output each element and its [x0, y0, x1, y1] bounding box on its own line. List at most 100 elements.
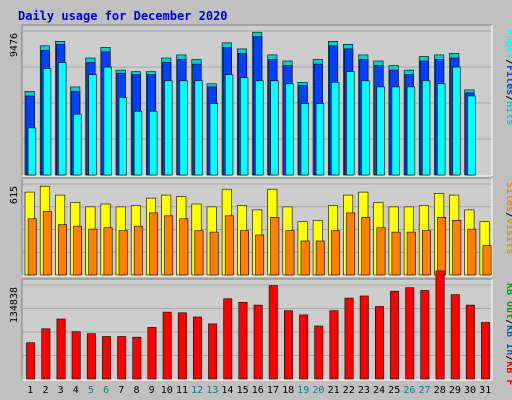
x-tick-label: 24 — [373, 385, 385, 396]
bar-sites — [209, 231, 219, 276]
bar-sites — [224, 215, 234, 276]
bar-kbf — [238, 301, 248, 380]
x-tick-label: 12 — [191, 385, 203, 396]
bar-kbf — [56, 318, 66, 380]
x-tick-label: 10 — [161, 385, 173, 396]
x-tick-label: 11 — [176, 385, 188, 396]
bar-pages — [42, 68, 52, 176]
bar-sites — [285, 230, 295, 276]
panel-legend: KB Out/KB In/KB F — [504, 283, 512, 385]
x-tick-label: 3 — [58, 385, 64, 396]
bar-pages — [73, 113, 82, 176]
legend-entry: Visits — [504, 218, 512, 254]
bar-kbf — [162, 311, 172, 380]
bar-kbf — [374, 306, 384, 380]
bar-pages — [179, 80, 188, 176]
x-tick-label: 16 — [252, 385, 264, 396]
x-tick-label: 26 — [403, 385, 415, 396]
bar-pages — [300, 103, 309, 176]
bar-kbf — [481, 322, 490, 380]
bar-pages — [118, 97, 127, 176]
bar-sites — [452, 220, 462, 276]
bar-pages — [452, 66, 461, 176]
bar-kbf — [420, 290, 430, 380]
bar-kbf — [435, 270, 445, 380]
y-max-label: 134838 — [9, 287, 20, 323]
x-tick-label: 18 — [282, 385, 294, 396]
panel-1: 9476 Pages/Files/Hits — [9, 24, 512, 177]
bar-kbf — [314, 325, 324, 380]
bar-sites — [406, 231, 416, 276]
x-tick-label: 5 — [88, 385, 94, 396]
bar-pages — [194, 80, 203, 176]
bar-sites — [103, 227, 113, 276]
bar-kbf — [344, 297, 354, 380]
bar-pages — [437, 83, 446, 176]
bar-sites — [437, 217, 446, 276]
bar-sites — [42, 211, 52, 276]
x-tick-label: 7 — [118, 385, 124, 396]
bar-pages — [346, 71, 355, 176]
legend-entry: Pages — [504, 29, 512, 59]
bar-kbf — [465, 304, 475, 380]
bar-kbf — [405, 287, 415, 380]
bar-kbf — [450, 294, 460, 380]
panel-legend: Sites/Visits — [504, 182, 512, 254]
bar-kbf — [359, 295, 369, 380]
x-tick-label: 2 — [42, 385, 48, 396]
bar-sites — [88, 228, 98, 276]
bar-sites — [194, 230, 204, 276]
bar-pages — [391, 86, 400, 176]
bar-kbf — [268, 285, 278, 380]
bar-pages — [406, 86, 416, 176]
bar-pages — [58, 62, 67, 176]
x-tick-label: 15 — [237, 385, 249, 396]
x-tick-label: 1 — [27, 385, 33, 396]
bar-pages — [285, 83, 294, 176]
bar-sites — [58, 224, 68, 276]
bar-kbf — [253, 304, 263, 380]
x-tick-label: 8 — [133, 385, 139, 396]
bar-pages — [467, 95, 476, 176]
bar-sites — [421, 230, 431, 276]
bar-kbf — [283, 310, 293, 380]
bar-pages — [27, 127, 37, 176]
bar-sites — [240, 230, 249, 276]
x-tick-label: 25 — [388, 385, 400, 396]
bar-kbf — [390, 290, 399, 380]
bar-sites — [330, 230, 340, 276]
panel-legend: Pages/Files/Hits — [504, 29, 512, 125]
bar-pages — [240, 77, 249, 176]
bar-sites — [467, 228, 477, 276]
legend-entry: KB Out — [504, 283, 512, 319]
bar-kbf — [102, 336, 112, 380]
legend-entry: / — [504, 59, 512, 65]
bar-sites — [361, 217, 371, 276]
y-max-label: 9476 — [9, 33, 20, 57]
x-axis: 1 2 3 4 5 6 7 8 9 10 11 12 13 14 15 16 17 18 19 20 21 22 23 24 2… — [27, 385, 491, 396]
bar-pages — [361, 80, 370, 176]
legend-entry: Sites — [504, 182, 512, 212]
bar-pages — [315, 103, 325, 176]
legend-entry: / — [504, 355, 512, 361]
x-tick-label: 20 — [312, 385, 324, 396]
bar-kbf — [26, 342, 36, 380]
x-tick-label: 14 — [221, 385, 233, 396]
bar-pages — [88, 74, 97, 176]
legend-entry: KB In — [504, 325, 512, 355]
bar-kbf — [132, 336, 142, 380]
bar-pages — [209, 103, 218, 176]
x-tick-label: 29 — [449, 385, 461, 396]
bar-sites — [164, 215, 174, 276]
bar-kbf — [299, 314, 309, 380]
x-tick-label: 22 — [343, 385, 355, 396]
bar-pages — [421, 80, 431, 176]
legend-entry: / — [504, 212, 512, 218]
bar-sites — [149, 212, 158, 276]
bar-kbf — [86, 333, 96, 380]
bar-kbf — [177, 312, 187, 380]
bar-sites — [255, 234, 265, 276]
bar-sites — [346, 212, 356, 276]
